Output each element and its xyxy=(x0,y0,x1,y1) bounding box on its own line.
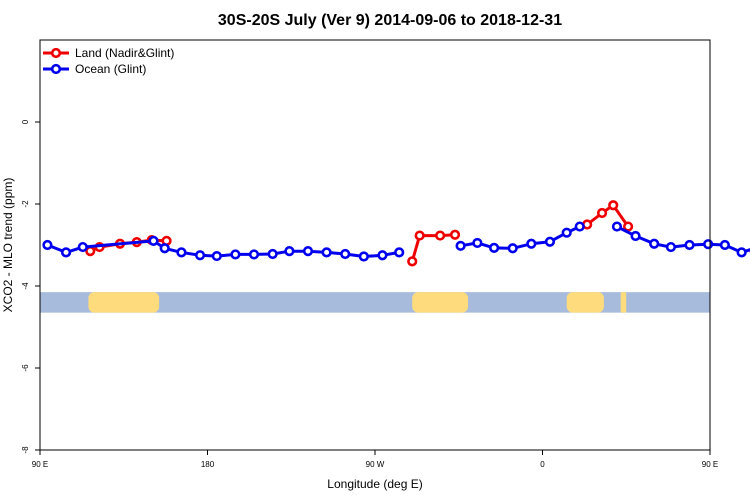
x-axis-ticks: 90 E 180 90 W 0 90 E xyxy=(32,450,718,469)
series-1-point xyxy=(507,243,518,254)
y-tick-label: 0 xyxy=(21,119,30,124)
x-tick-label: 0 xyxy=(540,460,545,469)
series-0-point xyxy=(414,230,425,241)
legend-label-0: Land (Nadir&Glint) xyxy=(75,46,174,60)
series-1-point xyxy=(544,236,556,247)
series-1-point xyxy=(267,248,278,260)
series-1-point xyxy=(148,235,159,246)
series-1-point xyxy=(394,247,405,258)
y-axis-label: XCO2 - MLO trend (ppm) xyxy=(1,178,15,313)
series-0-line-2 xyxy=(586,203,630,228)
series-1-point xyxy=(248,249,260,260)
series-0-point xyxy=(596,207,608,219)
land-span-2 xyxy=(566,292,604,313)
series-1-point xyxy=(526,238,537,249)
series-1-point xyxy=(665,241,677,253)
series-1-point xyxy=(561,227,572,238)
y-tick-label: -8 xyxy=(21,446,30,454)
x-tick-label: 90 W xyxy=(366,460,385,469)
series-1-point xyxy=(211,250,222,262)
land-mask-band xyxy=(40,292,710,313)
series-1-point xyxy=(574,221,585,232)
series-1-point xyxy=(60,247,72,258)
series-1-point xyxy=(455,240,466,251)
series-1-point xyxy=(42,239,53,251)
legend-marker-1 xyxy=(50,63,62,75)
series-0-point xyxy=(623,221,634,232)
y-tick-label: -6 xyxy=(21,364,30,372)
series-1-point xyxy=(321,247,332,258)
series-1-point xyxy=(630,230,641,242)
series-0-line-1 xyxy=(410,233,456,262)
chart-title: 30S-20S July (Ver 9) 2014-09-06 to 2018-… xyxy=(218,12,562,29)
series-1-point xyxy=(489,242,500,253)
series-1-point xyxy=(176,247,187,258)
land-span-1 xyxy=(412,292,469,313)
series-1-point xyxy=(719,239,730,251)
y-tick-label: -4 xyxy=(21,282,30,290)
series-1-point xyxy=(736,247,747,258)
series-1-point xyxy=(284,246,295,257)
series-1-point xyxy=(302,246,314,257)
x-tick-label: 90 E xyxy=(702,460,718,469)
series-1-point xyxy=(340,248,351,260)
series-1-line-2 xyxy=(616,225,750,254)
y-axis-ticks: 0 -2 -4 -6 -8 xyxy=(21,119,40,454)
series-1-point xyxy=(377,250,388,261)
x-tick-label: 90 E xyxy=(32,460,48,469)
series-1-point xyxy=(194,250,206,261)
land-span-3 xyxy=(620,292,627,313)
series-1-point xyxy=(230,249,241,260)
band-ocean xyxy=(40,292,710,313)
series-1-point xyxy=(684,239,695,251)
series-1-point xyxy=(649,238,660,249)
x-tick-label: 180 xyxy=(201,460,215,469)
series-0-point xyxy=(608,200,619,211)
series-1-point xyxy=(159,243,170,254)
series-1-point xyxy=(77,241,88,253)
series-1-point xyxy=(703,239,714,250)
x-axis-label: Longitude (deg E) xyxy=(327,477,422,491)
series-0-point xyxy=(435,230,446,241)
land-span-0 xyxy=(88,292,160,313)
legend-label-1: Ocean (Glint) xyxy=(75,62,146,76)
legend-marker-0 xyxy=(50,47,62,59)
series-1-point xyxy=(358,251,369,262)
y-tick-label: -2 xyxy=(21,200,30,208)
series-0-point xyxy=(449,229,461,240)
series-0-point xyxy=(407,256,418,267)
series-layer xyxy=(42,200,750,267)
series-1-point xyxy=(472,237,483,249)
legend: Land (Nadir&Glint) Ocean (Glint) xyxy=(43,46,174,76)
series-1-point xyxy=(611,221,623,232)
